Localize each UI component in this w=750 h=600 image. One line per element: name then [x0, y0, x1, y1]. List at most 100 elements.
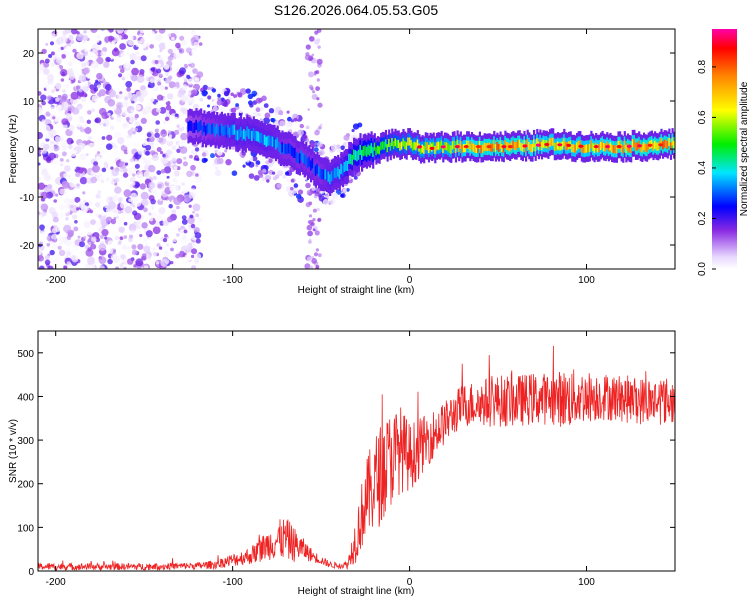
spectrogram-cell [63, 265, 68, 269]
spectrogram-cell [133, 264, 137, 268]
spectrogram-cell [63, 197, 71, 205]
y-tick-label: -20 [20, 241, 35, 252]
spectrogram-cell [121, 77, 126, 81]
spectrogram-ridge-cell [582, 145, 585, 154]
colorbar-gradient [712, 29, 737, 269]
spectrogram-cell [357, 122, 363, 128]
spectrogram-cell [155, 34, 163, 42]
spectrogram-cell [316, 78, 320, 82]
spectrogram-ridge-cell [576, 142, 579, 151]
spectrogram-cell [307, 220, 311, 224]
spectrogram-cell [316, 29, 322, 33]
spectrogram-cell [134, 163, 140, 169]
spectrogram-ridge-cell [206, 123, 209, 134]
spectrogram-cell [343, 134, 350, 141]
spectrogram-cell [131, 67, 140, 76]
spectrogram-cell [217, 157, 224, 165]
spectrogram-cell [63, 224, 72, 233]
spectrogram-ridge-cell [445, 142, 448, 151]
spectrogram-cell [245, 88, 251, 94]
spectrogram-ridge-cell [365, 146, 368, 157]
spectrogram-cell [158, 42, 167, 50]
spectrogram-ridge-cell [614, 145, 617, 154]
spectrogram-cell [182, 161, 188, 167]
spectrogram-ridge-cell [504, 140, 507, 149]
spectrogram-cell [97, 151, 101, 155]
spectrogram-cell [198, 42, 203, 46]
spectrogram-ridge-cell [496, 142, 499, 151]
spectrogram-ridge-cell [399, 142, 402, 151]
snr-panel: -200 -100 0 100 0 100 200 300 400 500 Height of s… [8, 330, 676, 597]
spectrogram-ridge-cell [590, 140, 593, 149]
spectrogram-cell [52, 243, 60, 251]
spectrogram-cell [46, 166, 54, 174]
spectrogram-cell [155, 261, 160, 265]
spectrogram-cell [102, 47, 108, 53]
spectrogram-ridge-cell [203, 122, 206, 133]
spectrogram-cell [44, 255, 50, 260]
spectrogram-ridge-cell [388, 138, 391, 147]
spectrogram-cell [140, 117, 147, 124]
spectrogram-cell [145, 150, 150, 156]
spectrogram-cell [152, 175, 157, 180]
spectrogram-cell [68, 61, 73, 67]
spectrogram-cell [86, 119, 92, 125]
spectrogram-cell [75, 33, 84, 41]
spectrogram-cell [118, 65, 123, 69]
spectrogram-ridge-cell [265, 136, 268, 147]
spectrogram-ridge-cell [380, 142, 383, 151]
spectrogram-cell [156, 147, 162, 152]
spectrogram-ridge-cell [232, 124, 235, 135]
spectrogram-cell [261, 95, 267, 102]
spectrogram-cell [135, 40, 143, 48]
spectrogram-cell [98, 243, 107, 252]
spectrogram-cell [119, 201, 127, 209]
spectrogram-ridge-cell [657, 142, 660, 151]
spectrogram-cell [59, 158, 64, 162]
spectrogram-ridge-cell [604, 143, 607, 152]
spectrogram-cell [164, 116, 170, 122]
spectrogram-cell [137, 219, 142, 224]
spectrogram-ridge-cell [482, 144, 485, 153]
spectrogram-hotspot [463, 145, 469, 149]
spectrogram-cell [55, 97, 60, 102]
spectrogram-cell [180, 132, 188, 141]
spectrogram-cell [85, 227, 94, 236]
spectrogram-cell [79, 116, 83, 120]
spectrogram-cell [163, 250, 170, 256]
spectrogram-cell [182, 187, 189, 194]
spectrogram-cell [98, 107, 107, 116]
spectrogram-cell [255, 164, 259, 168]
spectrogram-ridge-cell [287, 143, 290, 154]
spectrogram-cell [130, 229, 135, 234]
spectrogram-cell [43, 143, 50, 150]
spectrogram-cell [167, 55, 173, 61]
spectrogram-ridge-cell [228, 127, 231, 138]
spectrogram-cell [292, 113, 299, 121]
spectrogram-cell [83, 30, 87, 34]
spectrogram-ridge-cell [279, 144, 282, 155]
spectrogram-cell [172, 191, 177, 195]
spectrogram-cell [159, 49, 163, 53]
spectrogram-cell [317, 141, 323, 148]
spectrogram-ridge-cell [392, 141, 395, 150]
spectrogram-cell [160, 158, 166, 163]
spectrogram-ridge-cell [669, 142, 673, 151]
spectrogram-ridge-cell [212, 123, 216, 134]
spectrogram-ridge-cell [308, 156, 311, 167]
spectrogram-hotspot [626, 144, 632, 148]
spectrogram-cell [122, 172, 129, 178]
spectrogram-cell [131, 182, 136, 186]
spectrogram-cell [282, 174, 287, 179]
spectrogram-cell [55, 209, 60, 214]
spectrogram-cell [130, 109, 134, 113]
spectrogram-ridge-cell [485, 143, 488, 152]
spectrogram-ridge-cell [376, 145, 380, 154]
spectrogram-cell [315, 70, 320, 75]
spectrogram-cell [170, 261, 174, 265]
spectrogram-cell [66, 137, 74, 145]
spectrogram-ridge-cell [397, 139, 400, 148]
spectrogram-cell [62, 181, 70, 189]
spectrogram-ridge-cell [267, 135, 270, 146]
spectrogram-ridge-cell [552, 137, 555, 146]
